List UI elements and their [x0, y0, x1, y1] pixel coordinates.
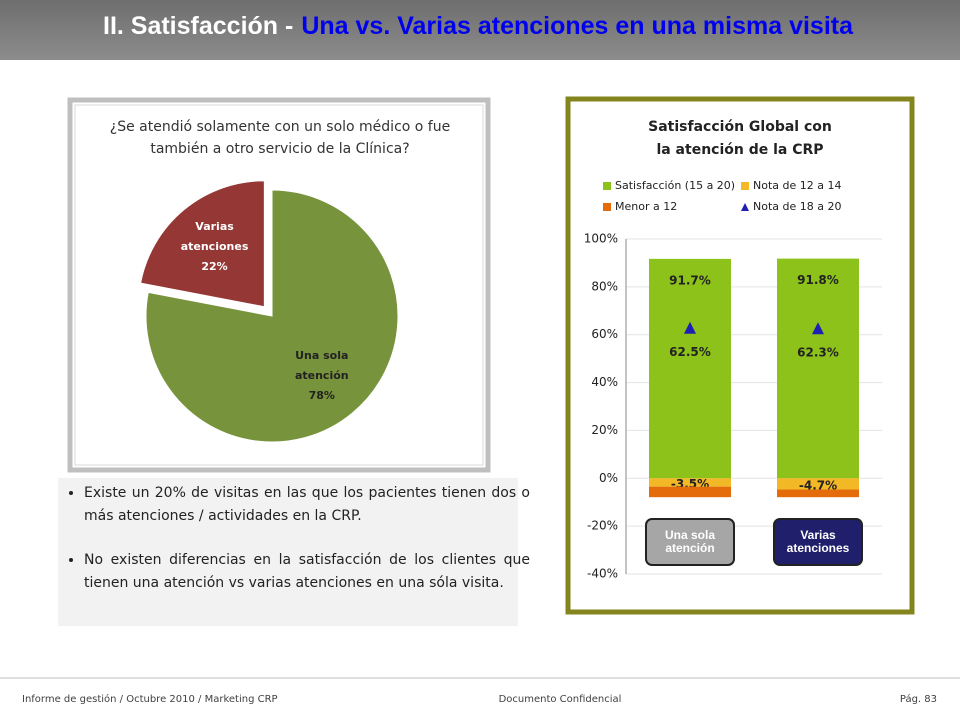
header-title-part: II. Satisfacción - [103, 12, 293, 40]
marker [684, 321, 696, 334]
legend-label: Nota de 18 a 20 [753, 200, 841, 213]
y-tick-label: 100% [584, 232, 618, 246]
y-tick-label: -40% [587, 567, 618, 581]
bullet-list: Existe un 20% de visitas en las que los … [62, 482, 530, 595]
bullet: Existe un 20% de visitas en las que los … [84, 482, 530, 528]
y-tick-label: 0% [599, 471, 618, 485]
value-label: -4.7% [799, 478, 837, 492]
header-bar [0, 0, 960, 60]
pie-label-value: 78% [308, 389, 335, 403]
y-tick-label: 80% [591, 279, 618, 293]
y-tick-label: 20% [591, 423, 618, 437]
bar-segment [649, 258, 731, 479]
footer-left: Informe de gestión / Octubre 2010 / Mark… [22, 693, 278, 705]
bar-title: Satisfacción Global con la atención de l… [648, 119, 832, 158]
bar-segment [649, 486, 731, 498]
legend-swatch [741, 203, 749, 211]
y-tick-label: 40% [591, 375, 618, 389]
pie-label-value: 22% [201, 259, 228, 273]
footer-center: Documento Confidencial [499, 694, 622, 705]
legend-label: Satisfacción (15 a 20) [615, 179, 735, 192]
pie-slice [139, 180, 265, 308]
bullet: No existen diferencias en la satisfacció… [84, 549, 530, 595]
footer-right: Pág. 83 [900, 693, 937, 705]
value-label: 91.8% [797, 273, 839, 287]
value-label: 91.7% [669, 273, 711, 287]
pie-label-name: Una sola atención [294, 349, 349, 383]
y-tick-label: 60% [591, 327, 618, 341]
legend-swatch [741, 182, 749, 190]
value-label: 62.5% [669, 345, 711, 359]
pie-panel-inner [74, 104, 484, 466]
pie-label: Una sola atención 78% [272, 346, 372, 406]
header-title: II. Satisfacción - Una vs. Varias atencio… [103, 12, 854, 40]
bar-segment [777, 489, 859, 498]
category-label: Una sola atención [645, 518, 735, 566]
legend-swatch [603, 182, 611, 190]
category-label: Varias atenciones [773, 518, 863, 566]
bullet-box [58, 478, 518, 626]
legend-label: Nota de 12 a 14 [753, 179, 841, 192]
pie-title: ¿Se atendió solamente con un solo médico… [109, 119, 451, 157]
y-tick-label: -20% [587, 519, 618, 533]
pie-label-name: Varias atenciones [180, 219, 249, 253]
pie-slice [145, 189, 399, 443]
bar-segment [649, 478, 731, 487]
bar-segment [777, 258, 859, 479]
header-subtitle: Una vs. Varias atenciones en una misma v… [301, 12, 854, 40]
value-label: 62.3% [797, 346, 839, 360]
marker [812, 322, 824, 335]
legend-label: Menor a 12 [615, 200, 677, 213]
bar-segment [777, 478, 859, 490]
pie-label: Varias atenciones 22% [165, 217, 265, 277]
legend-swatch [603, 203, 611, 211]
